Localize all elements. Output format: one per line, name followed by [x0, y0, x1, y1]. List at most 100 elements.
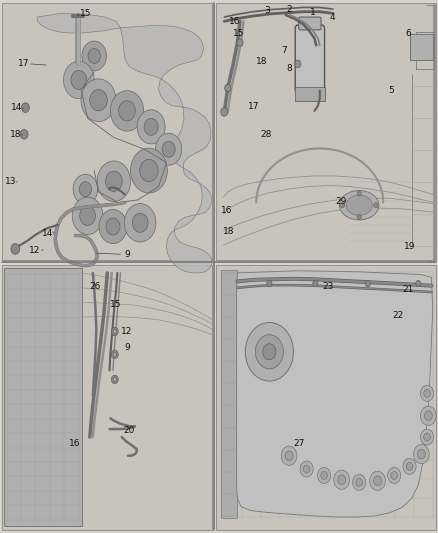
Circle shape [340, 203, 345, 208]
Circle shape [353, 474, 366, 490]
Circle shape [71, 70, 87, 90]
Circle shape [221, 108, 228, 116]
FancyBboxPatch shape [216, 3, 436, 260]
FancyBboxPatch shape [299, 17, 321, 30]
Circle shape [90, 90, 107, 111]
Circle shape [365, 280, 371, 287]
Circle shape [97, 161, 131, 201]
Circle shape [374, 476, 381, 486]
Text: 28: 28 [261, 130, 272, 139]
FancyBboxPatch shape [221, 270, 237, 518]
Circle shape [303, 465, 310, 473]
Circle shape [424, 433, 430, 441]
Circle shape [413, 445, 429, 464]
Text: 17: 17 [248, 102, 260, 111]
Text: 6: 6 [405, 29, 411, 37]
Circle shape [113, 377, 117, 382]
Text: 9: 9 [124, 343, 130, 352]
Circle shape [225, 84, 231, 92]
Circle shape [110, 91, 144, 131]
Text: 20: 20 [124, 426, 135, 435]
Ellipse shape [346, 195, 372, 215]
Circle shape [111, 327, 118, 336]
Text: 15: 15 [80, 10, 91, 18]
Circle shape [255, 335, 283, 369]
Circle shape [338, 475, 346, 484]
Circle shape [318, 467, 331, 483]
Text: 18: 18 [256, 58, 268, 66]
Circle shape [357, 191, 361, 196]
Circle shape [81, 79, 116, 122]
Circle shape [285, 451, 293, 461]
Text: 2: 2 [286, 5, 292, 14]
Circle shape [111, 375, 118, 384]
Text: 17: 17 [18, 60, 30, 68]
Text: 3: 3 [264, 6, 270, 15]
Circle shape [131, 148, 167, 193]
Text: 21: 21 [403, 286, 414, 294]
Circle shape [300, 461, 313, 477]
Circle shape [388, 467, 401, 483]
Text: 16: 16 [69, 439, 80, 448]
Text: 27: 27 [293, 439, 304, 448]
Circle shape [11, 244, 20, 254]
Circle shape [391, 471, 398, 480]
FancyBboxPatch shape [4, 268, 82, 526]
Text: 18: 18 [10, 130, 21, 139]
Text: 15: 15 [233, 29, 244, 37]
Text: 12: 12 [29, 246, 41, 255]
Circle shape [356, 479, 362, 486]
Circle shape [20, 130, 28, 139]
Circle shape [72, 197, 103, 235]
Ellipse shape [339, 190, 379, 220]
Text: 14: 14 [11, 103, 22, 112]
FancyBboxPatch shape [2, 265, 212, 530]
Circle shape [140, 159, 158, 182]
Circle shape [237, 39, 243, 46]
FancyBboxPatch shape [295, 25, 325, 93]
Text: 7: 7 [281, 46, 287, 54]
Circle shape [245, 322, 293, 381]
Circle shape [64, 61, 94, 99]
FancyBboxPatch shape [295, 87, 325, 101]
Circle shape [370, 471, 385, 490]
Text: 4: 4 [329, 13, 335, 21]
FancyBboxPatch shape [2, 3, 212, 260]
Circle shape [21, 103, 29, 112]
Circle shape [263, 344, 276, 360]
Text: 23: 23 [322, 282, 333, 291]
Circle shape [281, 446, 297, 465]
Circle shape [124, 204, 156, 242]
Text: 14: 14 [42, 229, 53, 238]
Circle shape [88, 49, 100, 63]
Circle shape [267, 280, 272, 287]
Circle shape [111, 350, 118, 359]
Circle shape [99, 209, 127, 244]
Polygon shape [237, 271, 433, 517]
Circle shape [119, 101, 135, 121]
Text: 8: 8 [286, 64, 292, 72]
Circle shape [313, 280, 318, 287]
Circle shape [162, 141, 175, 157]
Circle shape [406, 462, 413, 471]
Text: 26: 26 [90, 282, 101, 291]
Circle shape [417, 449, 425, 459]
Text: 29: 29 [335, 197, 346, 206]
Text: 13: 13 [5, 177, 17, 185]
Text: 19: 19 [404, 242, 415, 251]
Circle shape [80, 206, 95, 225]
Text: 16: 16 [229, 17, 240, 26]
Text: 9: 9 [124, 250, 130, 259]
Circle shape [321, 471, 328, 480]
FancyBboxPatch shape [216, 265, 436, 530]
FancyBboxPatch shape [410, 34, 433, 60]
Circle shape [357, 214, 361, 220]
Circle shape [334, 470, 350, 489]
Polygon shape [37, 13, 212, 273]
Circle shape [420, 429, 434, 445]
Text: 16: 16 [221, 206, 233, 214]
Circle shape [144, 118, 158, 135]
Circle shape [420, 406, 436, 425]
Circle shape [106, 171, 122, 191]
Circle shape [106, 218, 120, 235]
